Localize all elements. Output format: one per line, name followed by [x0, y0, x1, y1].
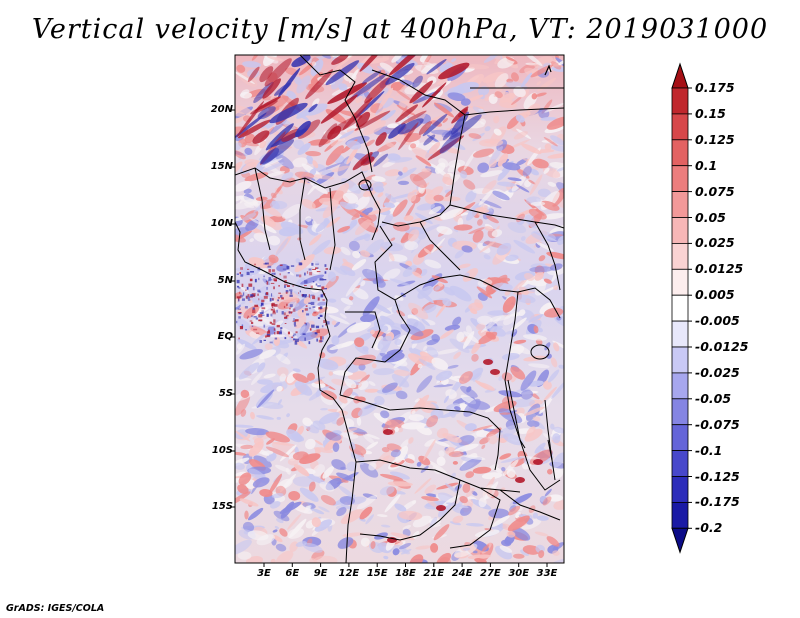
colorbar-swatch — [671, 268, 689, 296]
lake-tanganyika — [507, 379, 526, 449]
colorbar-swatch — [671, 87, 689, 115]
map-frame — [234, 54, 565, 564]
lon-label: 30E — [508, 568, 530, 579]
colorbar-label: -0.2 — [695, 520, 723, 536]
colorbar-label: -0.005 — [695, 313, 740, 329]
colorbar-swatch — [671, 398, 689, 426]
colorbar-label: -0.175 — [695, 494, 740, 510]
colorbar-label: -0.025 — [695, 364, 740, 380]
colorbar-label: 0.05 — [695, 209, 726, 225]
lake-chad — [358, 179, 372, 191]
colorbar-label: 0.15 — [695, 105, 726, 121]
coastline — [235, 221, 357, 563]
border-lines — [235, 55, 564, 549]
colorbar-bottom-arrow — [671, 527, 689, 554]
lat-label: 5N — [217, 275, 233, 286]
colorbar-label: 0.0125 — [695, 261, 744, 277]
lon-label: 3E — [257, 568, 271, 579]
lat-label: 15N — [210, 161, 233, 172]
lon-label: 27E — [480, 568, 501, 579]
colorbar-swatch — [671, 372, 689, 400]
colorbar-swatch — [671, 242, 689, 270]
colorbar-swatch — [671, 139, 689, 167]
colorbar-top-arrow — [671, 62, 689, 89]
lon-label: 6E — [285, 568, 300, 579]
lat-label: 10S — [211, 445, 233, 456]
colorbar-label: 0.005 — [695, 287, 735, 303]
colorbar-swatch — [671, 501, 689, 529]
colorbar-swatch — [671, 191, 689, 218]
colorbar-label: -0.075 — [695, 416, 740, 432]
lon-label: 15E — [366, 568, 388, 579]
colorbar-label: -0.1 — [695, 442, 723, 458]
colorbar-label: -0.0125 — [695, 339, 749, 354]
lat-label: 10N — [210, 218, 233, 229]
chart-title: Vertical velocity [m/s] at 400hPa, VT: 2… — [31, 14, 769, 45]
colorbar-swatch — [671, 113, 689, 141]
colorbar-swatch — [671, 476, 689, 503]
lat-label: 5S — [218, 388, 233, 399]
colorbar-label: 0.125 — [695, 131, 735, 147]
country-borders — [235, 55, 564, 563]
lon-label: 21E — [423, 568, 445, 579]
grads-credit: GrADS: IGES/COLA — [6, 603, 105, 614]
colorbar-swatch — [671, 294, 689, 322]
colorbar-label: 0.1 — [695, 157, 718, 173]
colorbar-label: 0.175 — [695, 80, 735, 95]
lon-label: 33E — [536, 568, 558, 579]
lat-label: 15S — [211, 501, 233, 512]
colorbar-label: -0.125 — [695, 468, 740, 484]
lon-label: 18E — [395, 568, 416, 579]
colorbar-swatch — [671, 165, 689, 192]
lon-label: 12E — [338, 568, 360, 579]
lake-victoria — [530, 344, 550, 360]
lon-label: 9E — [313, 568, 328, 579]
lat-label: EQ — [217, 331, 233, 342]
colorbar-swatch — [671, 320, 689, 348]
colorbar-label: -0.05 — [695, 390, 732, 406]
lon-label: 24E — [451, 568, 473, 579]
colorbar-swatch — [671, 450, 689, 477]
colorbar-swatch — [671, 217, 689, 244]
colorbar-swatch — [671, 424, 689, 452]
colorbar — [671, 62, 692, 554]
colorbar-label: 0.025 — [695, 235, 735, 251]
colorbar-label: 0.075 — [695, 183, 735, 199]
colorbar-swatch — [671, 346, 689, 374]
lake-malawi — [547, 439, 556, 481]
lat-label: 20N — [210, 104, 233, 115]
